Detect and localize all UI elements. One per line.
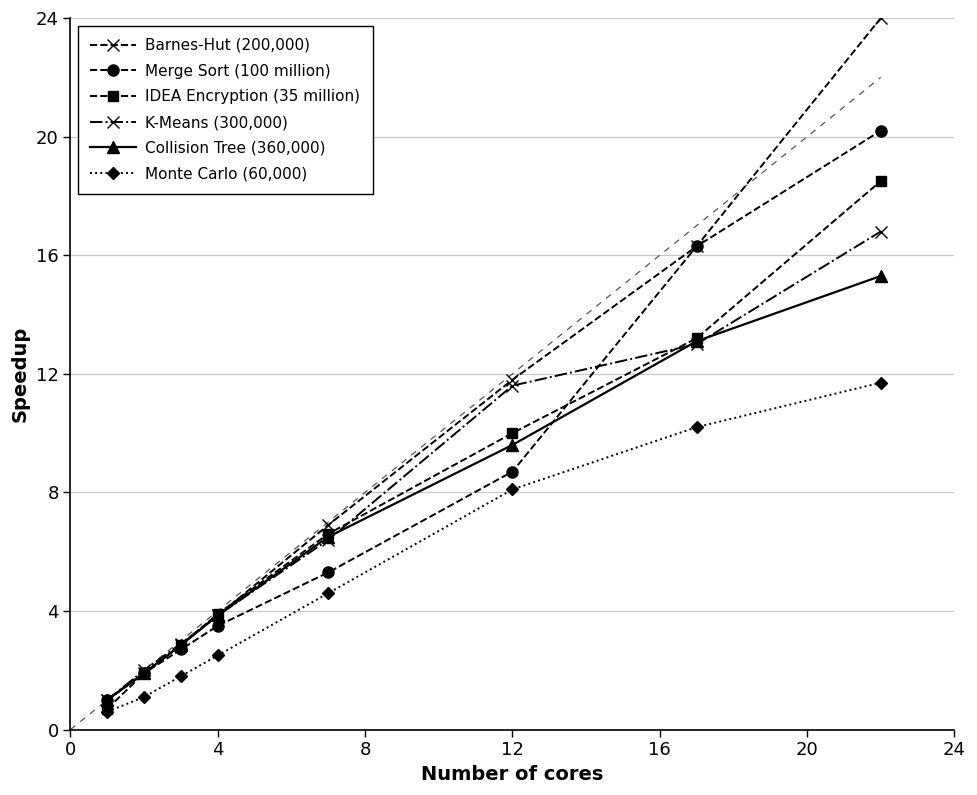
- Barnes-Hut (200,000): [139, 669, 150, 678]
- IDEA Encryption (35 million): [102, 704, 113, 714]
- Legend: Barnes-Hut (200,000), Merge Sort (100 million), IDEA Encryption (35 million), K-: Barnes-Hut (200,000), Merge Sort (100 mi…: [78, 25, 372, 194]
- Collision Tree (360,000): [322, 532, 334, 541]
- Collision Tree (360,000): [212, 611, 224, 620]
- Collision Tree (360,000): [139, 669, 150, 678]
- Merge Sort (100 million): [322, 568, 334, 577]
- Barnes-Hut (200,000): [322, 520, 334, 529]
- Line: Collision Tree (360,000): Collision Tree (360,000): [102, 270, 886, 705]
- Monte Carlo (60,000): [322, 588, 334, 598]
- Merge Sort (100 million): [102, 695, 113, 704]
- Collision Tree (360,000): [506, 440, 518, 450]
- Barnes-Hut (200,000): [212, 611, 224, 620]
- Y-axis label: Speedup: Speedup: [11, 326, 30, 422]
- Collision Tree (360,000): [175, 640, 187, 650]
- Barnes-Hut (200,000): [175, 640, 187, 650]
- Line: K-Means (300,000): K-Means (300,000): [101, 225, 887, 706]
- X-axis label: Number of cores: Number of cores: [421, 765, 604, 784]
- IDEA Encryption (35 million): [691, 333, 702, 343]
- Barnes-Hut (200,000): [874, 14, 886, 23]
- Collision Tree (360,000): [874, 271, 886, 281]
- IDEA Encryption (35 million): [506, 429, 518, 438]
- Barnes-Hut (200,000): [102, 695, 113, 704]
- Monte Carlo (60,000): [691, 422, 702, 432]
- Monte Carlo (60,000): [175, 672, 187, 681]
- K-Means (300,000): [691, 339, 702, 349]
- IDEA Encryption (35 million): [139, 669, 150, 678]
- Barnes-Hut (200,000): [691, 242, 702, 251]
- Monte Carlo (60,000): [212, 650, 224, 660]
- Merge Sort (100 million): [874, 126, 886, 135]
- Merge Sort (100 million): [691, 242, 702, 251]
- Line: Monte Carlo (60,000): Monte Carlo (60,000): [104, 378, 885, 716]
- Monte Carlo (60,000): [874, 378, 886, 387]
- K-Means (300,000): [212, 611, 224, 620]
- K-Means (300,000): [102, 695, 113, 704]
- Line: Barnes-Hut (200,000): Barnes-Hut (200,000): [102, 13, 886, 705]
- Merge Sort (100 million): [212, 621, 224, 630]
- IDEA Encryption (35 million): [874, 176, 886, 186]
- K-Means (300,000): [175, 639, 187, 649]
- IDEA Encryption (35 million): [212, 609, 224, 619]
- Merge Sort (100 million): [506, 467, 518, 476]
- K-Means (300,000): [322, 535, 334, 545]
- Line: Merge Sort (100 million): Merge Sort (100 million): [102, 125, 886, 705]
- K-Means (300,000): [139, 665, 150, 675]
- Merge Sort (100 million): [139, 669, 150, 678]
- Monte Carlo (60,000): [506, 485, 518, 494]
- Merge Sort (100 million): [175, 645, 187, 654]
- Line: IDEA Encryption (35 million): IDEA Encryption (35 million): [103, 176, 885, 714]
- K-Means (300,000): [506, 381, 518, 390]
- Monte Carlo (60,000): [102, 707, 113, 716]
- Monte Carlo (60,000): [139, 692, 150, 702]
- IDEA Encryption (35 million): [322, 529, 334, 539]
- IDEA Encryption (35 million): [175, 640, 187, 650]
- K-Means (300,000): [874, 227, 886, 236]
- Barnes-Hut (200,000): [506, 375, 518, 385]
- Collision Tree (360,000): [691, 336, 702, 346]
- Collision Tree (360,000): [102, 695, 113, 704]
